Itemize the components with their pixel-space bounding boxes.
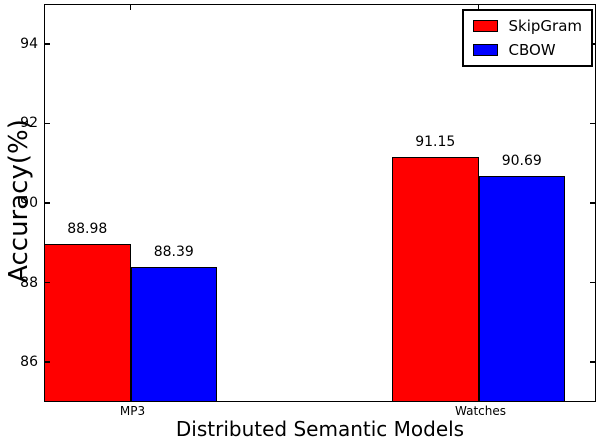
legend-swatch-cbow <box>472 44 498 56</box>
bar-value-label: 88.39 <box>153 244 194 261</box>
legend-label-skipgram: SkipGram <box>508 17 583 35</box>
bar-cbow-mp3 <box>130 267 217 402</box>
x-tick-mark <box>129 4 132 10</box>
y-tick-mark <box>44 122 50 125</box>
bar-skipgram-mp3 <box>44 243 131 402</box>
bar-skipgram-watches <box>392 157 479 402</box>
y-tick-mark <box>44 281 50 284</box>
y-tick-mark <box>44 202 50 204</box>
y-tick-mark <box>590 202 596 204</box>
bar-value-label: 91.15 <box>415 134 456 151</box>
y-tick-label: 90 <box>20 195 38 211</box>
legend-swatch-skipgram <box>472 20 498 32</box>
bar-value-label: 88.98 <box>67 220 108 237</box>
x-axis-label: Distributed Semantic Models <box>175 417 465 441</box>
x-tick-mark <box>129 396 132 402</box>
y-tick-label: 88 <box>20 274 38 291</box>
bar-cbow-watches <box>478 175 565 402</box>
y-tick-mark <box>590 281 596 284</box>
legend-entry-skipgram: SkipGram <box>472 16 583 36</box>
x-tick-label-watches: Watches <box>455 404 506 418</box>
y-tick-mark <box>44 43 50 45</box>
bar-value-label: 90.69 <box>501 152 542 169</box>
legend: SkipGram CBOW <box>461 9 593 67</box>
x-tick-label-mp3: MP3 <box>119 404 146 418</box>
plot-area: 88.98 91.15 88.39 90.69 <box>44 4 596 402</box>
y-tick-mark <box>590 43 596 45</box>
y-tick-label: 94 <box>20 35 38 52</box>
y-tick-label: 86 <box>20 354 38 371</box>
x-tick-mark <box>477 396 480 402</box>
y-tick-label: 92 <box>20 115 38 132</box>
x-tick-mark <box>477 4 480 10</box>
legend-label-cbow: CBOW <box>508 41 556 59</box>
y-tick-mark <box>590 122 596 125</box>
legend-entry-cbow: CBOW <box>472 40 583 60</box>
y-tick-mark <box>44 361 50 363</box>
y-tick-mark <box>590 361 596 363</box>
